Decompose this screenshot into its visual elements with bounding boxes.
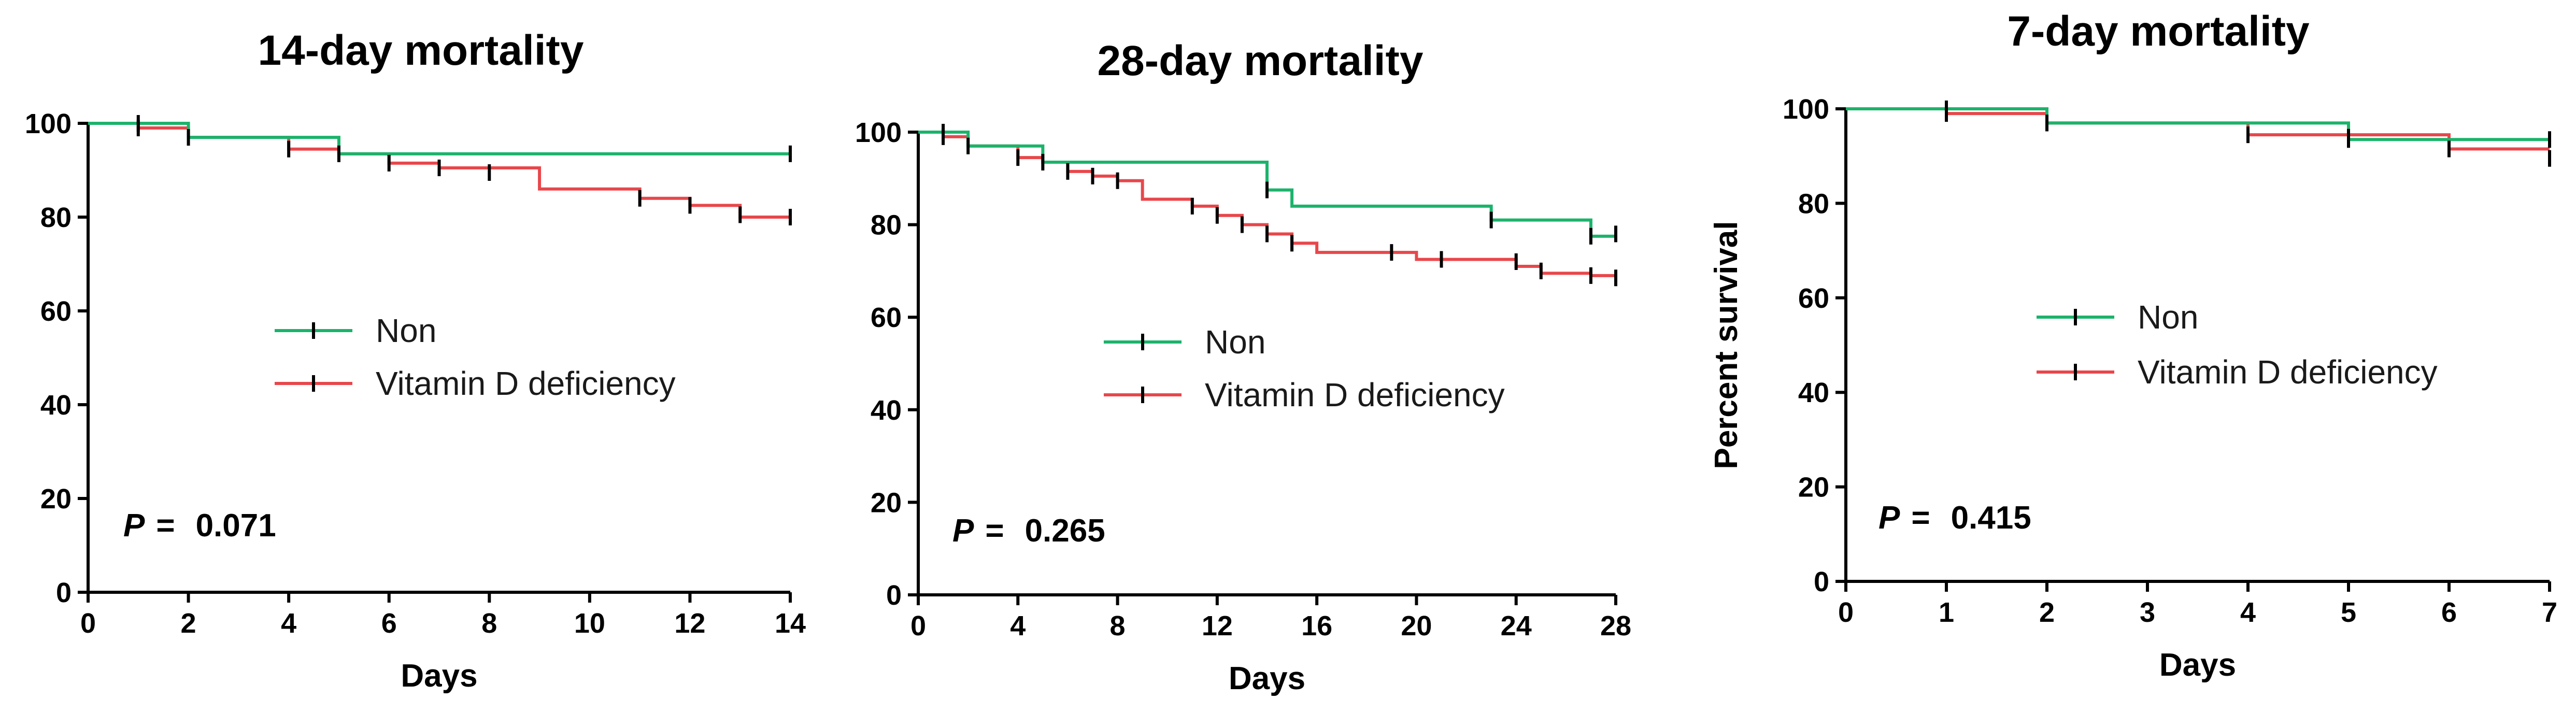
y-tick-label: 20	[1798, 472, 1829, 503]
x-tick-label: 2	[2039, 597, 2055, 628]
p-equals: =	[1911, 500, 1930, 536]
y-tick-label: 60	[40, 296, 72, 327]
y-tick-label: 0	[1814, 566, 1829, 597]
legend-non-label: Non	[376, 312, 436, 349]
y-tick-label: 40	[871, 395, 902, 426]
y-tick-label: 20	[40, 483, 72, 515]
legend-vitamin-d-deficiency-label: Vitamin D deficiency	[376, 365, 676, 402]
p-value: 0.071	[196, 508, 276, 544]
p-symbol: P	[1878, 500, 1900, 536]
y-axis-label: Percent survival	[1709, 221, 1744, 469]
x-tick-label: 3	[2140, 597, 2155, 628]
x-tick-label: 12	[1202, 610, 1233, 641]
y-tick-label: 80	[40, 202, 72, 233]
legend-non-label: Non	[1205, 323, 1265, 361]
x-tick-label: 4	[281, 608, 296, 639]
chart-28-day-mortality: 28-day mortality 0 20 40 60 80 100 0 4 8 12 16 20 24 2…	[855, 37, 1631, 696]
x-tick-label: 14	[775, 608, 806, 639]
y-tick-label: 80	[871, 210, 902, 241]
x-tick-label: 8	[1110, 610, 1126, 641]
x-axis-label: Days	[401, 658, 477, 694]
x-tick-label: 12	[674, 608, 705, 639]
y-tick-label: 20	[871, 487, 902, 518]
p-value-annotation: P = 0.415	[1878, 500, 2031, 536]
x-axis-label: Days	[2159, 647, 2236, 683]
x-tick-label: 28	[1600, 610, 1631, 641]
x-tick-label: 0	[910, 610, 926, 641]
x-tick-label: 4	[2240, 597, 2256, 628]
y-tick-label: 100	[25, 108, 72, 139]
p-value: 0.265	[1025, 513, 1105, 549]
y-tick-label: 60	[1798, 283, 1829, 314]
legend-non-label: Non	[2138, 298, 2198, 336]
x-tick-label: 5	[2341, 597, 2356, 628]
y-tick-label: 80	[1798, 188, 1829, 219]
chart-title: 7-day mortality	[2007, 8, 2310, 55]
chart-title: 14-day mortality	[258, 27, 584, 74]
y-tick-label: 0	[56, 577, 72, 608]
chart-title: 28-day mortality	[1098, 37, 1424, 84]
x-tick-label: 6	[2441, 597, 2457, 628]
p-equals: =	[985, 513, 1004, 549]
y-tick-label: 40	[1798, 377, 1829, 408]
x-tick-label: 8	[481, 608, 497, 639]
x-tick-label: 10	[574, 608, 605, 639]
x-tick-label: 16	[1301, 610, 1332, 641]
p-symbol: P	[123, 508, 145, 544]
x-tick-label: 0	[1838, 597, 1854, 628]
p-value-annotation: P = 0.071	[123, 508, 276, 544]
y-tick-label: 60	[871, 302, 902, 333]
y-tick-label: 0	[886, 580, 902, 611]
x-tick-label: 24	[1501, 610, 1532, 641]
p-symbol: P	[952, 513, 974, 549]
x-tick-label: 20	[1401, 610, 1432, 641]
series-line-vitamin-d-deficiency	[1846, 107, 2550, 151]
y-tick-label: 100	[1783, 94, 1829, 125]
x-tick-label: 4	[1010, 610, 1026, 641]
x-tick-label: 6	[381, 608, 397, 639]
x-axis-label: Days	[1229, 661, 1305, 696]
series-line-non	[88, 122, 790, 155]
chart-7-day-mortality: 7-day mortality 0 20 40 60 80 100 0 1 2 3 4 5 6 7 Days P…	[1709, 8, 2557, 683]
p-value: 0.415	[1951, 500, 2031, 536]
y-tick-label: 40	[40, 390, 72, 421]
x-tick-label: 2	[181, 608, 196, 639]
x-tick-label: 7	[2542, 597, 2557, 628]
chart-14-day-mortality: 14-day mortality 0 20 40 60 80 100 0 2 4 6 8 10 12 14 D…	[25, 27, 806, 694]
x-tick-label: 0	[80, 608, 96, 639]
series-line-vitamin-d-deficiency	[918, 131, 1617, 278]
legend-vitamin-d-deficiency-label: Vitamin D deficiency	[2138, 353, 2438, 391]
x-tick-label: 1	[1939, 597, 1954, 628]
y-tick-label: 100	[855, 117, 902, 148]
p-equals: =	[156, 508, 175, 544]
legend-vitamin-d-deficiency-label: Vitamin D deficiency	[1205, 376, 1505, 413]
p-value-annotation: P = 0.265	[952, 513, 1105, 549]
